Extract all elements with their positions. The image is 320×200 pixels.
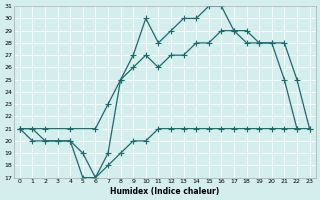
X-axis label: Humidex (Indice chaleur): Humidex (Indice chaleur): [110, 187, 219, 196]
